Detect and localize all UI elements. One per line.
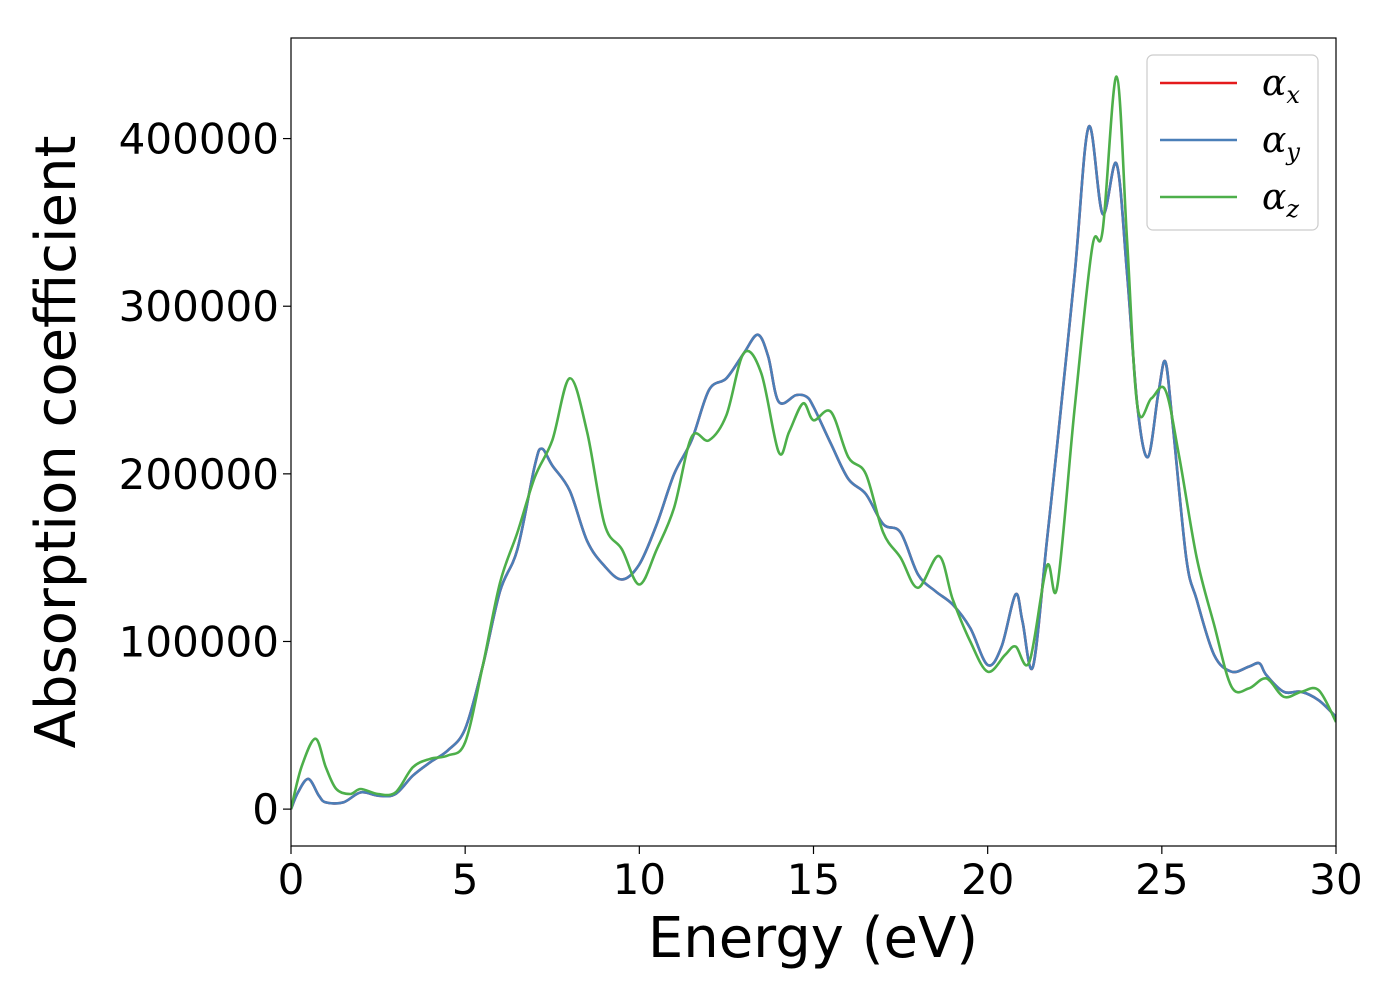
y-axis-title: Absorption coefficient [24, 136, 89, 749]
x-tick-label: 20 [961, 855, 1014, 904]
x-axis-title: Energy (eV) [648, 906, 978, 971]
x-tick-label: 25 [1135, 855, 1188, 904]
legend-box [1146, 54, 1319, 231]
legend-label-x: αx [1262, 63, 1300, 109]
y-tick-label: 0 [252, 785, 279, 834]
x-tick-label: 30 [1309, 855, 1362, 904]
y-tick-label: 200000 [119, 450, 279, 499]
y-tick-label: 100000 [119, 617, 279, 666]
series-line-z [291, 75, 1336, 810]
x-tick-label: 10 [613, 855, 666, 904]
legend: αx αy αz [1146, 54, 1319, 231]
y-tick-label: 400000 [119, 115, 279, 164]
x-tick-label: 5 [452, 855, 479, 904]
legend-label-y: αy [1262, 120, 1300, 166]
series-layer [291, 75, 1336, 810]
x-axis: 0 5 10 15 20 25 30 [278, 846, 1363, 904]
x-tick-label: 15 [787, 855, 840, 904]
y-tick-label: 300000 [119, 282, 279, 331]
legend-label-z: αz [1262, 177, 1299, 223]
x-tick-label: 0 [278, 855, 305, 904]
y-axis: 0 100000 200000 300000 400000 [119, 115, 291, 834]
